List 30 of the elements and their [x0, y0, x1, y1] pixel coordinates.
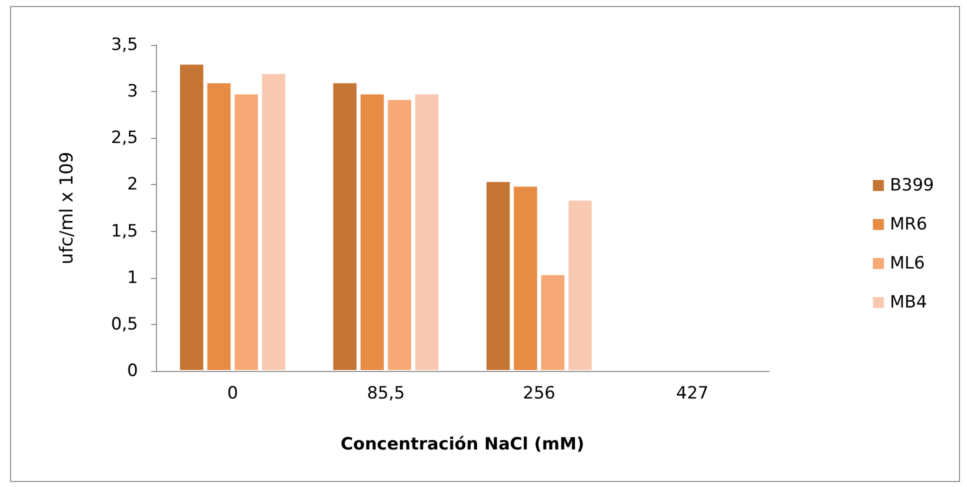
y-tick-label: 3	[127, 82, 138, 102]
bar	[360, 93, 385, 371]
x-tick-label: 427	[676, 384, 709, 404]
y-tick-label: 3,5	[110, 35, 138, 55]
bar	[332, 82, 358, 371]
legend-label: MR6	[890, 214, 928, 234]
bar	[260, 72, 286, 371]
y-tick-label: 1,5	[110, 221, 138, 242]
y-axis-title: ufc/ml x 109	[56, 152, 78, 264]
y-tick-label: 0	[127, 361, 138, 381]
bar	[567, 200, 593, 371]
y-tick-label: 1	[127, 268, 138, 288]
bar	[540, 274, 566, 371]
x-tick-label: 85,5	[366, 384, 405, 404]
legend-label: ML6	[890, 254, 925, 274]
bar	[234, 93, 259, 371]
y-tick-label: 0,5	[110, 314, 138, 334]
x-tick-label: 0	[227, 384, 238, 404]
bar	[206, 82, 232, 371]
y-tick-label: 2,5	[110, 128, 138, 148]
y-tick-label: 2	[127, 174, 138, 195]
bar	[485, 180, 511, 371]
bar	[178, 64, 204, 371]
x-tick-label: 256	[522, 384, 556, 404]
x-axis-title: Concentración NaCl (mM)	[340, 434, 584, 454]
legend-label: B399	[890, 176, 934, 196]
bar	[512, 186, 538, 371]
bar	[414, 93, 440, 371]
legend-label: MB4	[890, 292, 928, 312]
bar	[386, 99, 412, 371]
